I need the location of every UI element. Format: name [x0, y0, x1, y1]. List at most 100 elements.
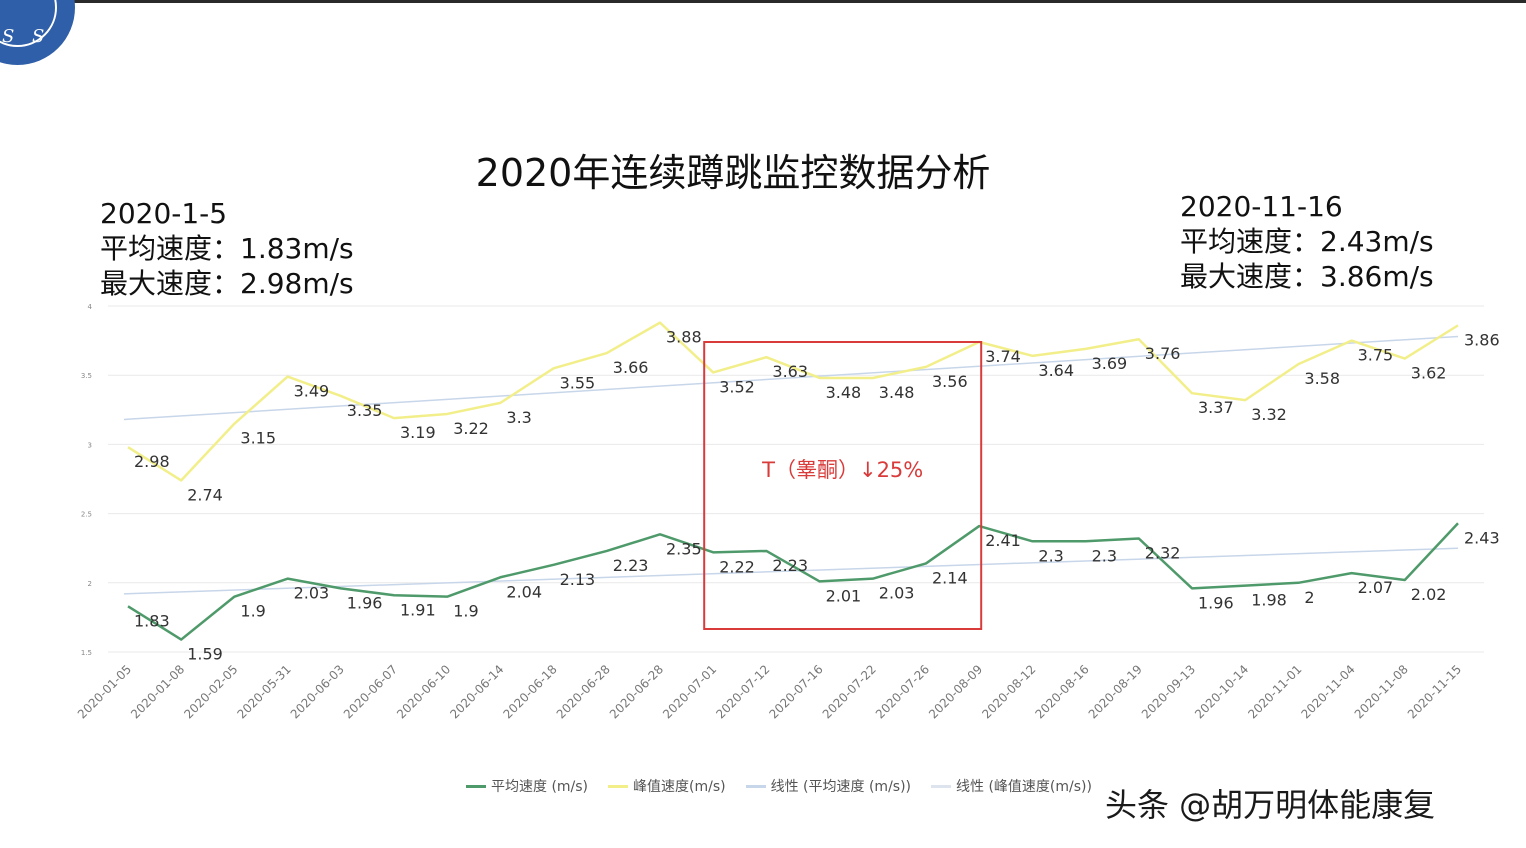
x-tick-label: 2020-06-14 — [447, 662, 506, 721]
data-label: 3.35 — [347, 401, 383, 420]
x-tick-label: 2020-02-05 — [181, 662, 240, 721]
legend-swatch-trend-avg — [745, 784, 766, 788]
highlight-box — [703, 341, 983, 630]
data-label: 3.63 — [772, 362, 808, 381]
info-end-max: 最大速度：3.86m/s — [1180, 260, 1434, 293]
x-tick-label: 2020-07-26 — [873, 662, 932, 721]
data-label: 2.35 — [666, 539, 702, 558]
data-label: 2.07 — [1358, 578, 1394, 597]
series-layer — [127, 321, 1459, 641]
x-tick-layer: 2020-01-052020-01-082020-02-052020-05-31… — [75, 662, 1464, 721]
info-end-date: 2020-11-16 — [1180, 190, 1343, 223]
y-tick-label: 2.5 — [81, 511, 92, 519]
data-label: 2.04 — [506, 582, 542, 601]
info-end: 2020-11-16 平均速度：2.43m/s 最大速度：3.86m/s — [1180, 189, 1434, 294]
x-tick-label: 2020-07-01 — [660, 662, 719, 721]
legend-item-avg: 平均速度 (m/s) — [466, 776, 588, 796]
watermark: 头条 @胡万明体能康复 — [1105, 786, 1436, 824]
data-label: 3.66 — [613, 358, 649, 377]
data-label: 2.98 — [134, 452, 170, 471]
trendline-avg — [123, 547, 1459, 595]
x-tick-label: 2020-11-01 — [1245, 662, 1304, 721]
data-label: 2.22 — [719, 557, 755, 576]
data-label: 2.14 — [932, 568, 968, 587]
data-label: 2.02 — [1411, 585, 1447, 604]
data-label: 3.75 — [1358, 346, 1394, 365]
y-tick-label: 4 — [88, 303, 93, 311]
data-label: 3.15 — [240, 429, 276, 448]
x-tick-label: 2020-01-08 — [128, 662, 187, 721]
x-tick-label: 2020-06-18 — [501, 662, 560, 721]
data-label: 3.49 — [294, 382, 330, 401]
data-label: 3.86 — [1464, 330, 1500, 349]
data-label: 2.3 — [1092, 546, 1117, 565]
data-label: 3.56 — [932, 372, 968, 391]
legend-label-trend-avg: 线性 (平均速度 (m/s)) — [770, 779, 912, 795]
data-label: 1.59 — [187, 645, 223, 664]
annotation-layer: T（睾酮）↓25% — [703, 341, 983, 630]
data-label: 2.13 — [560, 570, 596, 589]
x-tick-label: 2020-11-04 — [1299, 662, 1358, 721]
data-label: 1.9 — [453, 602, 478, 621]
x-tick-label: 2020-06-07 — [341, 662, 400, 721]
annotation-text: T（睾酮）↓25% — [761, 458, 923, 482]
x-tick-label: 2020-01-05 — [75, 662, 134, 721]
data-label: 3.64 — [1038, 361, 1074, 380]
x-tick-label: 2020-11-15 — [1405, 662, 1464, 721]
data-label: 2.43 — [1464, 528, 1500, 547]
data-label: 2.32 — [1145, 544, 1181, 563]
info-start-date: 2020-1-5 — [100, 197, 228, 230]
data-label: 1.91 — [400, 600, 436, 619]
y-tick-label: 3.5 — [81, 372, 92, 380]
legend-swatch-avg — [466, 784, 486, 788]
x-tick-label: 2020-09-13 — [1139, 662, 1198, 721]
y-tick-label: 1.5 — [81, 649, 92, 657]
x-tick-label: 2020-08-09 — [926, 662, 985, 721]
data-label: 3.3 — [506, 408, 531, 427]
data-label: 3.88 — [666, 328, 702, 347]
data-label: 3.22 — [453, 419, 489, 438]
data-label: 2.03 — [294, 584, 330, 603]
data-label: 2.03 — [879, 584, 915, 603]
data-label: 2.01 — [826, 586, 862, 605]
x-tick-label: 2020-08-19 — [1086, 662, 1145, 721]
x-tick-label: 2020-08-12 — [979, 662, 1038, 721]
series-line-avg — [127, 522, 1459, 641]
logo-letters: S S — [2, 26, 51, 47]
x-tick-label: 2020-11-08 — [1352, 662, 1411, 721]
info-start-max: 最大速度：2.98m/s — [100, 267, 354, 300]
chart-legend: 平均速度 (m/s) 峰值速度(m/s) 线性 (平均速度 (m/s)) 线性 … — [466, 776, 1112, 796]
data-label: 3.48 — [879, 383, 915, 402]
trendline-peak — [123, 335, 1459, 421]
data-label: 2 — [1304, 588, 1314, 607]
data-label: 3.19 — [400, 423, 436, 442]
x-tick-label: 2020-08-16 — [1033, 662, 1092, 721]
legend-label-trend-peak: 线性 (峰值速度(m/s)) — [956, 779, 1092, 795]
data-label: 3.62 — [1411, 364, 1447, 383]
x-tick-label: 2020-05-31 — [235, 662, 294, 721]
x-tick-label: 2020-06-03 — [288, 662, 347, 721]
y-tick-layer: 4 3.5 3 2.5 2 1.5 — [81, 303, 93, 657]
data-label: 3.74 — [985, 347, 1021, 366]
data-label: 3.32 — [1251, 405, 1287, 424]
x-tick-label: 2020-07-22 — [820, 662, 879, 721]
data-label: 3.76 — [1145, 344, 1181, 363]
grid-layer — [108, 305, 1484, 653]
data-label: 2.23 — [613, 556, 649, 575]
info-end-avg: 平均速度：2.43m/s — [1180, 225, 1434, 258]
top-bar — [0, 0, 1526, 3]
data-label: 2.3 — [1038, 546, 1063, 565]
x-tick-label: 2020-06-28 — [554, 662, 613, 721]
x-tick-label: 2020-06-28 — [607, 662, 666, 721]
data-label: 3.52 — [719, 377, 755, 396]
legend-item-trend-avg: 线性 (平均速度 (m/s)) — [745, 776, 912, 796]
legend-item-trend-peak: 线性 (峰值速度(m/s)) — [931, 776, 1092, 796]
info-start: 2020-1-5 平均速度：1.83m/s 最大速度：2.98m/s — [100, 196, 354, 301]
data-label: 2.41 — [985, 531, 1021, 550]
data-label: 1.96 — [1198, 593, 1234, 612]
data-label: 1.98 — [1251, 591, 1287, 610]
legend-item-peak: 峰值速度(m/s) — [608, 776, 726, 796]
data-label: 2.23 — [772, 556, 808, 575]
